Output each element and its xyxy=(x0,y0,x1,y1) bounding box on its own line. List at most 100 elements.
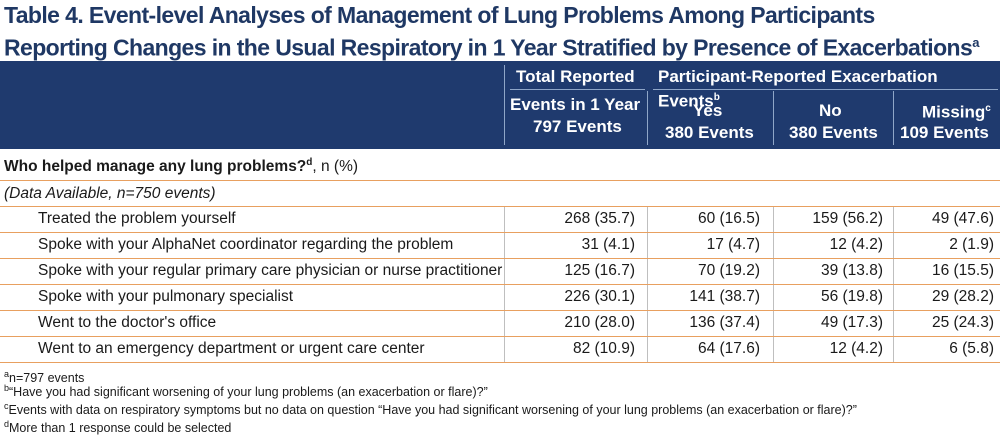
cell-missing: 49 (47.6) xyxy=(931,210,994,227)
missing-footnote-marker: c xyxy=(985,103,991,114)
column-divider xyxy=(773,233,774,258)
column-divider xyxy=(893,233,894,258)
exacerbation-group-header: Participant-Reported Exacerbation Events… xyxy=(658,66,1000,112)
cell-yes: 64 (17.6) xyxy=(697,340,760,357)
column-divider xyxy=(504,207,505,232)
title-footnote-marker: a xyxy=(972,35,979,50)
availability-note: (Data Available, n=750 events) xyxy=(4,185,216,202)
table-row: Went to an emergency department or urgen… xyxy=(0,337,1000,363)
no-events-header: 380 Events xyxy=(789,123,878,142)
cell-no: 39 (13.8) xyxy=(820,262,883,279)
footnote-text: “Have you had significant worsening of y… xyxy=(9,385,488,400)
column-divider xyxy=(504,337,505,362)
row-label: Treated the problem yourself xyxy=(38,210,236,227)
cell-total: 31 (4.1) xyxy=(581,236,635,253)
cell-total: 125 (16.7) xyxy=(564,262,635,279)
no-header: No xyxy=(819,101,842,120)
row-label: Went to the doctor's office xyxy=(38,314,217,331)
footnote-marker: a xyxy=(4,369,10,379)
table-row: Spoke with your pulmonary specialist 226 … xyxy=(0,285,1000,311)
column-divider xyxy=(773,285,774,310)
footnote-c: cEvents with data on respiratory symptom… xyxy=(4,399,857,417)
total-header-line3: 797 Events xyxy=(533,117,622,136)
header-divider xyxy=(647,91,648,145)
group-footnote-marker: b xyxy=(713,92,720,103)
header-rule xyxy=(510,89,645,90)
cell-yes: 17 (4.7) xyxy=(706,236,760,253)
missing-header: Missingc xyxy=(922,98,991,123)
question-footnote-marker: d xyxy=(306,157,313,168)
header-divider xyxy=(893,91,894,145)
section-question: Who helped manage any lung problems?d, n… xyxy=(4,157,358,176)
cell-no: 49 (17.3) xyxy=(820,314,883,331)
header-rule xyxy=(653,89,998,90)
cell-total: 268 (35.7) xyxy=(564,210,635,227)
footnote-text: n=797 events xyxy=(9,371,85,386)
table-row: Treated the problem yourself 268 (35.7) 60… xyxy=(0,207,1000,233)
question-bold: Who helped manage any lung problems? xyxy=(4,158,307,176)
cell-total: 210 (28.0) xyxy=(564,314,635,331)
footnote-d: dMore than 1 response could be selected xyxy=(4,417,231,435)
cell-no: 159 (56.2) xyxy=(812,210,883,227)
column-divider xyxy=(647,207,648,232)
question-rest: , n (%) xyxy=(312,158,359,176)
title-line-2: Reporting Changes in the Usual Respirato… xyxy=(4,29,998,62)
cell-missing: 2 (1.9) xyxy=(949,236,994,253)
section-question-row: Who helped manage any lung problems?d, n… xyxy=(0,150,1000,181)
column-divider xyxy=(773,259,774,284)
column-divider xyxy=(504,285,505,310)
footnote-b: b“Have you had significant worsening of … xyxy=(4,381,488,399)
row-label: Spoke with your pulmonary specialist xyxy=(38,288,294,305)
footnote-marker: c xyxy=(4,401,9,411)
cell-missing: 6 (5.8) xyxy=(949,340,994,357)
table-row: Spoke with your AlphaNet coordinator reg… xyxy=(0,233,1000,259)
header-divider xyxy=(773,91,774,145)
column-divider xyxy=(647,311,648,336)
cell-yes: 70 (19.2) xyxy=(697,262,760,279)
cell-no: 12 (4.2) xyxy=(829,340,883,357)
cell-no: 12 (4.2) xyxy=(829,236,883,253)
column-divider xyxy=(504,311,505,336)
yes-events-header: 380 Events xyxy=(665,123,754,142)
column-divider xyxy=(504,233,505,258)
table-title: Table 4. Event-level Analyses of Managem… xyxy=(4,2,998,62)
row-label: Spoke with your regular primary care phy… xyxy=(38,262,503,279)
cell-yes: 136 (37.4) xyxy=(689,314,760,331)
column-divider xyxy=(773,337,774,362)
column-divider xyxy=(647,259,648,284)
footnote-text: More than 1 response could be selected xyxy=(9,421,232,436)
row-label: Spoke with your AlphaNet coordinator reg… xyxy=(38,236,454,253)
table-header: Total Reported Events in 1 Year 797 Even… xyxy=(0,61,1000,149)
column-divider xyxy=(773,311,774,336)
footnote-a: an=797 events xyxy=(4,367,84,385)
footnote-marker: d xyxy=(4,419,10,429)
column-divider xyxy=(893,259,894,284)
column-divider xyxy=(647,233,648,258)
column-divider xyxy=(647,285,648,310)
table-row: Spoke with your regular primary care phy… xyxy=(0,259,1000,285)
title-line-2-text: Reporting Changes in the Usual Respirato… xyxy=(4,34,973,61)
column-divider xyxy=(893,311,894,336)
yes-header: Yes xyxy=(693,101,723,120)
cell-missing: 16 (15.5) xyxy=(931,262,994,279)
cell-total: 226 (30.1) xyxy=(564,288,635,305)
availability-row: (Data Available, n=750 events) xyxy=(0,181,1000,207)
footnote-text: Events with data on respiratory symptoms… xyxy=(8,403,857,418)
group-label: Participant-Reported Exacerbation Events xyxy=(658,67,938,111)
cell-yes: 60 (16.5) xyxy=(697,210,760,227)
cell-no: 56 (19.8) xyxy=(820,288,883,305)
missing-label: Missing xyxy=(922,102,986,122)
cell-yes: 141 (38.7) xyxy=(689,288,760,305)
footnote-marker: b xyxy=(4,383,10,393)
header-divider xyxy=(504,65,505,145)
column-divider xyxy=(773,207,774,232)
cell-missing: 29 (28.2) xyxy=(931,288,994,305)
total-header-line2: Events in 1 Year xyxy=(510,95,641,114)
total-header-line1: Total Reported xyxy=(516,67,635,86)
column-divider xyxy=(647,337,648,362)
column-divider xyxy=(893,207,894,232)
table-row: Went to the doctor's office 210 (28.0) 136… xyxy=(0,311,1000,337)
title-line-1: Table 4. Event-level Analyses of Managem… xyxy=(4,2,875,28)
column-divider xyxy=(504,259,505,284)
column-divider xyxy=(893,337,894,362)
